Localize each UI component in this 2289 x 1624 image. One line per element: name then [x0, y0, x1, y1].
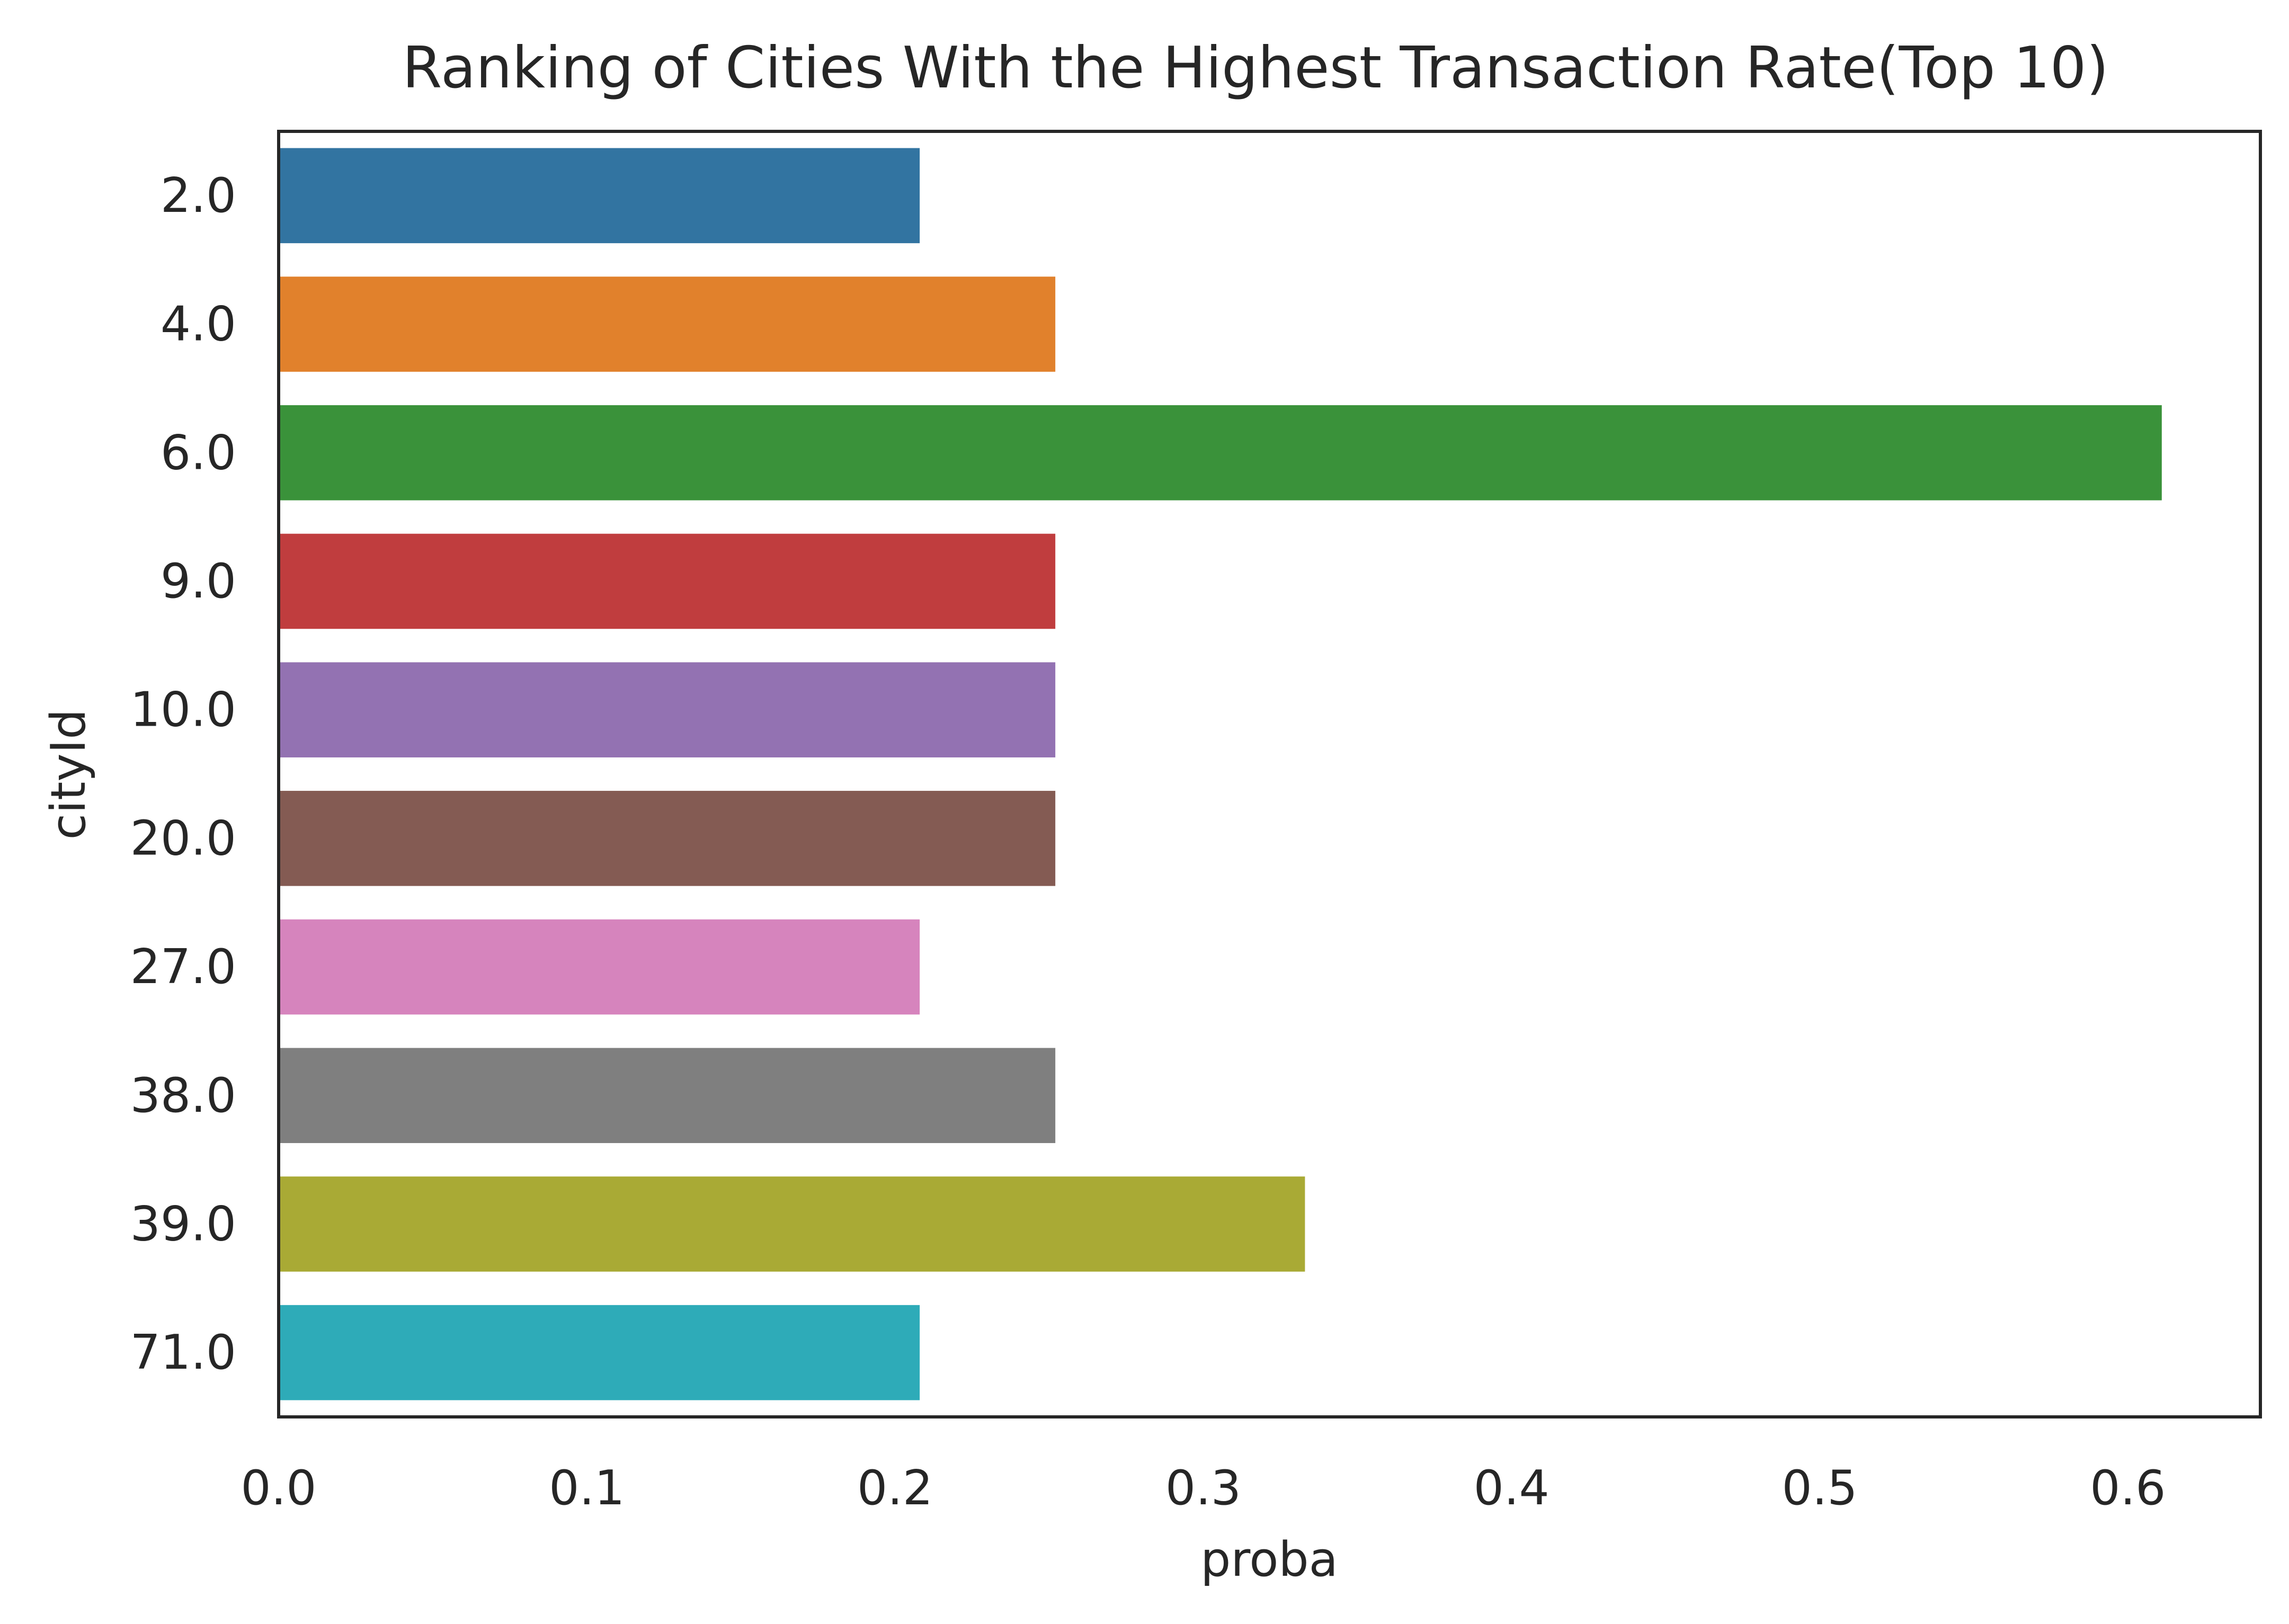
bar-9.0	[279, 533, 1056, 629]
bar-38.0	[279, 1048, 1056, 1144]
bar-6.0	[279, 405, 2162, 501]
y-axis-ticks: 2.0 4.0 6.0 9.0 10.0 20.0 27.0 38.0 39.0 71.0	[130, 168, 236, 1380]
bar-27.0	[279, 919, 920, 1015]
y-axis-label: cityId	[41, 709, 96, 840]
x-axis-label: proba	[1200, 1532, 1338, 1587]
chart-title: Ranking of Cities With the Highest Trans…	[402, 35, 2108, 101]
bars-layer	[279, 148, 2162, 1400]
bar-71.0	[279, 1305, 920, 1400]
y-tick-label: 71.0	[130, 1325, 236, 1380]
x-tick-label: 0.4	[1474, 1460, 1549, 1516]
x-tick-label: 0.2	[857, 1460, 933, 1516]
bar-10.0	[279, 662, 1056, 757]
bar-39.0	[279, 1176, 1305, 1272]
x-axis-ticks: 0.0 0.1 0.2 0.3 0.4 0.5 0.6	[241, 1460, 2166, 1516]
x-tick-label: 0.0	[241, 1460, 316, 1516]
plot-frame	[277, 130, 2262, 1418]
x-tick-label: 0.3	[1165, 1460, 1241, 1516]
y-tick-label: 27.0	[130, 939, 236, 995]
bar-20.0	[279, 791, 1056, 886]
y-tick-label: 20.0	[130, 810, 236, 866]
x-tick-label: 0.1	[549, 1460, 625, 1516]
y-tick-label: 4.0	[161, 297, 236, 352]
y-tick-label: 6.0	[161, 425, 236, 480]
y-tick-label: 9.0	[161, 554, 236, 609]
x-tick-label: 0.6	[2090, 1460, 2166, 1516]
y-tick-label: 39.0	[130, 1196, 236, 1252]
bar-4.0	[279, 276, 1056, 372]
bar-2.0	[279, 148, 920, 244]
x-tick-label: 0.5	[1782, 1460, 1857, 1516]
y-tick-label: 10.0	[130, 682, 236, 738]
y-tick-label: 38.0	[130, 1068, 236, 1123]
y-tick-label: 2.0	[161, 168, 236, 224]
